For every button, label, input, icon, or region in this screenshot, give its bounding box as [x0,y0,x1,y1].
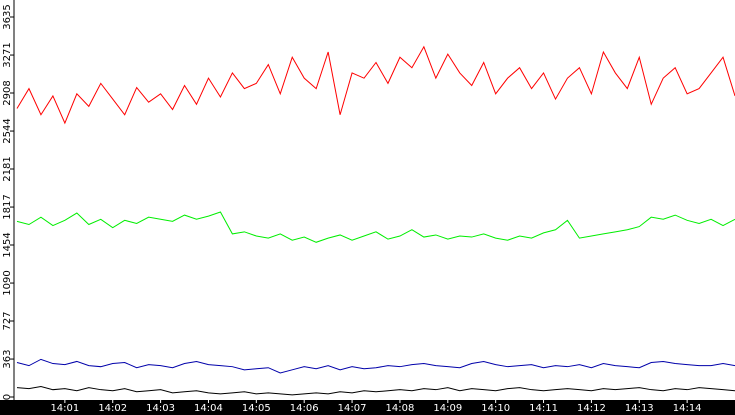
x-tick-label: 14:08 [386,403,415,414]
y-tick-label: 727 [2,311,13,330]
x-tick-label: 14:07 [338,403,367,414]
series-line [16,45,735,125]
series-line [16,358,735,374]
x-tick-label: 14:13 [625,403,654,414]
series-line [16,211,735,243]
x-tick-label: 14:10 [481,403,510,414]
y-tick-label: 2544 [2,118,13,143]
x-tick-label: 14:05 [242,403,271,414]
x-tick-label: 14:06 [290,403,319,414]
y-tick-label: 1454 [2,232,13,257]
x-tick-label: 14:03 [146,403,175,414]
y-tick-label: 1817 [2,194,13,219]
y-tick-label: 3271 [2,42,13,67]
y-tick-label: 1090 [2,270,13,295]
y-tick-label: 0 [2,394,13,400]
x-tick-label: 14:14 [673,403,702,414]
x-tick-label: 14:04 [194,403,223,414]
x-axis-strip [0,400,735,415]
series-line [16,386,735,396]
y-tick-label: 3635 [2,4,13,29]
x-tick-label: 14:11 [529,403,558,414]
y-tick-label: 2908 [2,80,13,105]
x-tick-label: 14:01 [50,403,79,414]
y-tick-label: 363 [2,350,13,369]
y-tick-label: 2181 [2,156,13,181]
x-tick-label: 14:12 [577,403,606,414]
x-tick-label: 14:09 [433,403,462,414]
x-tick-label: 14:02 [98,403,127,414]
